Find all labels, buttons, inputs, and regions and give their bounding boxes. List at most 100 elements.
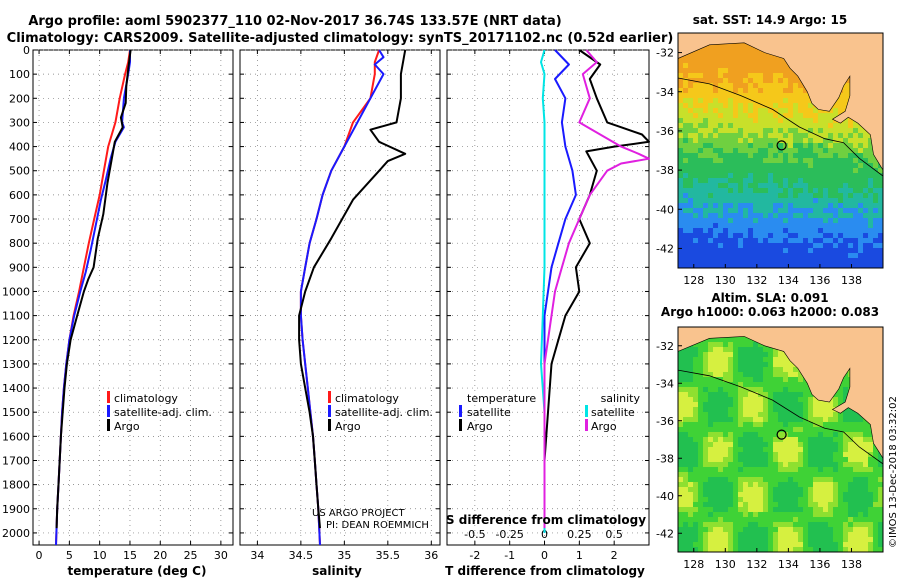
map-cell [818, 153, 823, 158]
map-cell [723, 442, 728, 447]
map-cell [873, 522, 878, 527]
map-cell [688, 462, 693, 467]
map-cell [758, 53, 763, 58]
map-cell [733, 58, 738, 63]
map-cell [763, 118, 768, 123]
map-cell [713, 497, 718, 502]
map-cell [848, 457, 853, 462]
map-cell [753, 198, 758, 203]
map-cell [708, 103, 713, 108]
map-cell [743, 93, 748, 98]
map-cell [793, 432, 798, 437]
map-cell [718, 507, 723, 512]
map-cell [768, 153, 773, 158]
map-cell [753, 357, 758, 362]
map-cell [808, 407, 813, 412]
map-cell [773, 542, 778, 547]
map-cell [693, 402, 698, 407]
map-cell [753, 63, 758, 68]
map-cell [858, 253, 863, 258]
map-cell [798, 128, 803, 133]
map-cell [733, 392, 738, 397]
map-cell [753, 118, 758, 123]
map-cell [778, 517, 783, 522]
map-cell [678, 178, 683, 183]
map-cell [693, 228, 698, 233]
map-cell [808, 427, 813, 432]
map-cell [878, 173, 883, 178]
map-cell [718, 482, 723, 487]
map-cell [713, 128, 718, 133]
map-cell [803, 98, 808, 103]
map-cell [738, 432, 743, 437]
map-cell [858, 542, 863, 547]
map-cell [728, 203, 733, 208]
map-cell [798, 502, 803, 507]
map-cell [758, 472, 763, 477]
map-cell [833, 462, 838, 467]
map-cell [823, 527, 828, 532]
map-cell [808, 208, 813, 213]
map-cell [703, 133, 708, 138]
map-cell [713, 228, 718, 233]
map-cell [808, 547, 813, 552]
map-cell [823, 412, 828, 417]
map-cell [758, 88, 763, 93]
map-cell [688, 258, 693, 263]
map-cell [828, 547, 833, 552]
map-cell [778, 233, 783, 238]
map-cell [828, 502, 833, 507]
map-cell [713, 238, 718, 243]
map-cell [878, 248, 883, 253]
legend-swatch-s-argo [585, 419, 588, 431]
map-cell [713, 392, 718, 397]
map-cell [828, 412, 833, 417]
map-cell [723, 108, 728, 113]
map-cell [708, 253, 713, 258]
map-cell [813, 492, 818, 497]
map-cell [733, 467, 738, 472]
map-cell [748, 462, 753, 467]
map-cell [693, 63, 698, 68]
map-cell [753, 452, 758, 457]
map-cell [758, 128, 763, 133]
ytick-label: 800 [9, 237, 30, 250]
legend-swatch-satellite [328, 405, 331, 417]
map-cell [793, 472, 798, 477]
map-cell [838, 462, 843, 467]
map-cell [788, 542, 793, 547]
map-cell [708, 352, 713, 357]
map-cell [738, 517, 743, 522]
map-cell [728, 532, 733, 537]
map-cell [683, 362, 688, 367]
map-cell [778, 178, 783, 183]
map-cell [683, 258, 688, 263]
map-cell [763, 472, 768, 477]
map-cell [733, 477, 738, 482]
map-cell [833, 213, 838, 218]
map-cell [693, 53, 698, 58]
map-cell [808, 497, 813, 502]
map-cell [818, 462, 823, 467]
map-cell [758, 108, 763, 113]
map-cell [868, 253, 873, 258]
map-cell [713, 153, 718, 158]
map-cell [678, 467, 683, 472]
map-cell [813, 178, 818, 183]
map-cell [793, 437, 798, 442]
map-cell [818, 492, 823, 497]
map-cell [708, 238, 713, 243]
map-cell [713, 103, 718, 108]
map-cell [793, 422, 798, 427]
map-cell [728, 133, 733, 138]
map-cell [713, 342, 718, 347]
map-cell [748, 427, 753, 432]
map-cell [758, 223, 763, 228]
map-cell [843, 243, 848, 248]
map-cell [743, 83, 748, 88]
map-cell [788, 472, 793, 477]
map-cell [803, 228, 808, 233]
map-cell [728, 83, 733, 88]
map-cell [878, 532, 883, 537]
map-cell [748, 68, 753, 73]
